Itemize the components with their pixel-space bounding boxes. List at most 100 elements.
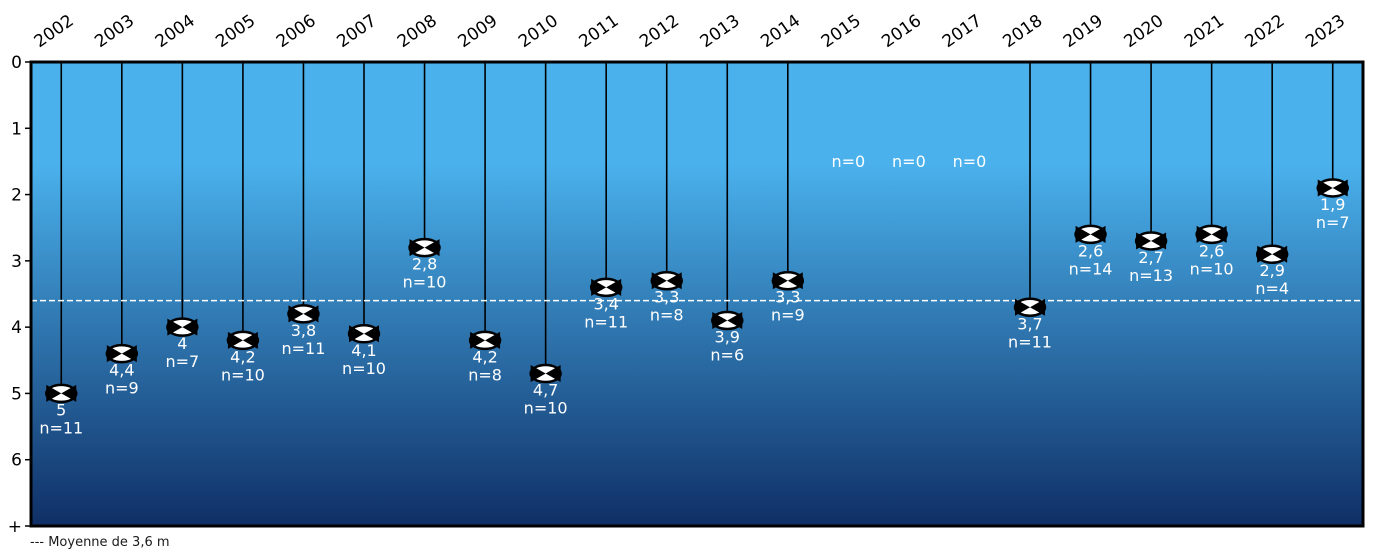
year-label: 2011 xyxy=(576,11,623,52)
disk-rim xyxy=(105,343,139,364)
count-label: n=7 xyxy=(1316,213,1350,232)
disk-pattern xyxy=(46,384,77,402)
year-label: 2021 xyxy=(1181,11,1228,52)
year-label: 2002 xyxy=(31,11,78,52)
count-label: n=10 xyxy=(342,359,386,378)
disk-pattern xyxy=(1196,225,1227,243)
disk-rim xyxy=(1013,297,1047,318)
mean-caption: --- Moyenne de 3,6 m xyxy=(30,535,170,550)
disk-pattern xyxy=(409,239,440,257)
disk-pattern xyxy=(1317,179,1348,197)
year-label: 2015 xyxy=(818,11,865,52)
year-label: 2014 xyxy=(757,11,804,52)
secchi-disk-icon xyxy=(226,330,260,351)
y-tick-label: 1 xyxy=(11,119,22,139)
disk-pattern xyxy=(1257,245,1288,263)
disk-pattern xyxy=(349,325,379,343)
count-label: n=11 xyxy=(1008,332,1052,351)
count-label: n=0 xyxy=(831,152,865,171)
disk-rim xyxy=(226,330,260,351)
secchi-disk-icon xyxy=(105,343,139,364)
secchi-disk-icon xyxy=(408,237,441,258)
year-label: 2012 xyxy=(636,11,683,52)
secchi-disk-icon xyxy=(45,383,78,404)
value-label: 3,3 xyxy=(654,288,679,307)
disk-pattern xyxy=(1075,225,1106,243)
secchi-disk-icon xyxy=(589,277,623,298)
y-tick-label: 3 xyxy=(11,252,22,272)
year-label: 2020 xyxy=(1120,11,1167,52)
y-axis: 0 1 2 3 4 5 6 + xyxy=(8,53,31,537)
year-label: 2006 xyxy=(273,11,320,52)
secchi-disk-icon xyxy=(287,304,320,324)
count-label: n=13 xyxy=(1129,266,1173,285)
disk-pattern xyxy=(227,331,258,349)
plot-area xyxy=(31,62,1363,526)
year-label: 2022 xyxy=(1242,11,1289,52)
year-label: 2013 xyxy=(697,11,744,52)
disk-pattern xyxy=(772,272,803,290)
year-label: 2004 xyxy=(152,11,199,52)
y-tick-label: 2 xyxy=(11,186,22,206)
value-label: 2,6 xyxy=(1199,241,1224,260)
count-label: n=4 xyxy=(1255,279,1289,298)
secchi-disk-icon xyxy=(771,270,805,291)
secchi-disk-icon xyxy=(711,310,744,331)
y-tick-label: 4 xyxy=(11,318,22,338)
y-tick-label: + xyxy=(8,517,22,537)
count-label: n=0 xyxy=(892,152,926,171)
value-label: 3,9 xyxy=(715,328,740,347)
disk-rim xyxy=(1255,244,1289,264)
count-label: n=11 xyxy=(584,312,628,331)
secchi-disk-icon xyxy=(1195,224,1228,245)
disk-pattern xyxy=(1136,232,1167,250)
secchi-disk-icon xyxy=(650,270,683,291)
year-label: 2003 xyxy=(91,11,138,52)
disk-rim xyxy=(529,363,562,384)
disk-rim xyxy=(468,330,502,351)
value-labels: 5n=114,4n=94n=7 4,2n=103,8n=11 4,1n=102,8n… xyxy=(39,152,1349,437)
count-label: n=11 xyxy=(282,339,326,358)
value-label: 4,7 xyxy=(533,381,558,400)
year-label: 2019 xyxy=(1060,11,1107,52)
value-label: 2,6 xyxy=(1078,241,1103,260)
value-label: 4,4 xyxy=(109,361,134,380)
count-label: n=8 xyxy=(468,365,502,384)
count-label: n=10 xyxy=(524,399,568,418)
secchi-disk-icon xyxy=(347,324,381,344)
disk-rim xyxy=(1074,224,1107,245)
secchi-disk-icon xyxy=(166,317,199,337)
disk-rim xyxy=(1316,178,1349,198)
secchi-disk-icon xyxy=(1074,224,1107,245)
drop-lines xyxy=(60,62,1334,394)
disk-pattern xyxy=(651,272,682,290)
value-label: 2,7 xyxy=(1138,248,1163,267)
count-label: n=10 xyxy=(403,273,447,292)
count-label: n=9 xyxy=(771,306,805,325)
plot-frame xyxy=(29,60,1365,528)
year-label: 2010 xyxy=(515,11,562,52)
value-label: 3,8 xyxy=(291,321,316,340)
disk-rim xyxy=(347,324,381,344)
disk-pattern xyxy=(288,305,319,323)
year-label: 2023 xyxy=(1302,11,1349,52)
year-label: 2005 xyxy=(212,11,259,52)
disk-pattern xyxy=(530,365,561,383)
value-label: 1,9 xyxy=(1320,195,1345,214)
secchi-disk-icon xyxy=(1013,297,1047,318)
value-label: 2,8 xyxy=(412,255,437,274)
value-label: 3,7 xyxy=(1017,314,1042,333)
disk-rim xyxy=(166,317,199,337)
disk-rim xyxy=(45,383,78,404)
count-label: n=9 xyxy=(105,379,139,398)
secchi-disks xyxy=(45,178,1349,404)
year-label: 2007 xyxy=(333,11,380,52)
value-label: 4,2 xyxy=(472,347,497,366)
x-axis: 2002 2003 2004 2005 2006 2007 2008 2009 2010 2011… xyxy=(31,11,1349,52)
disk-rim xyxy=(287,304,320,324)
disk-rim xyxy=(771,270,805,291)
year-label: 2016 xyxy=(878,11,925,52)
secchi-disk-icon xyxy=(468,330,502,351)
year-label: 2018 xyxy=(999,11,1046,52)
